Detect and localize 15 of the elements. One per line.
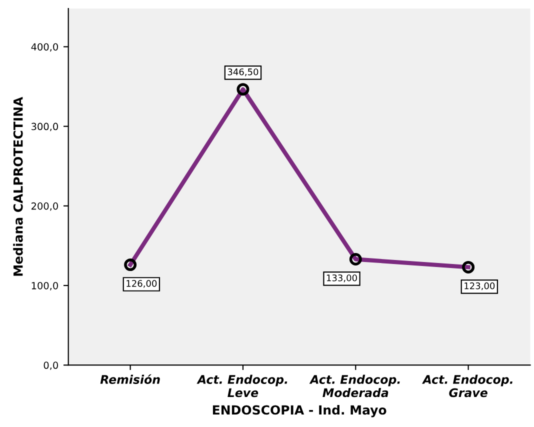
x-tick-label: Act. Endocop. Moderada (309, 374, 400, 398)
data-label: 346,50 (228, 68, 258, 76)
x-axis-title: ENDOSCOPIA - Ind. Mayo (212, 405, 386, 418)
data-label: 123,00 (464, 282, 495, 290)
data-label: 126,00 (126, 280, 157, 288)
x-tick-label: Remisión (100, 374, 160, 384)
x-tick-label: Act. Endocop. Leve (196, 374, 288, 398)
x-tick-label: Act. Endocop. Grave (422, 374, 512, 398)
y-tick-label: 400,0 (31, 43, 58, 52)
y-tick-label: 100,0 (32, 282, 58, 290)
y-tick-label: 200,0 (32, 202, 58, 211)
y-tick-label: 300,0 (32, 122, 58, 132)
data-label: 133,00 (326, 274, 357, 282)
y-axis-title: Mediana CALPROTECTINA (13, 96, 23, 276)
y-tick-label: 0,0 (44, 362, 58, 370)
